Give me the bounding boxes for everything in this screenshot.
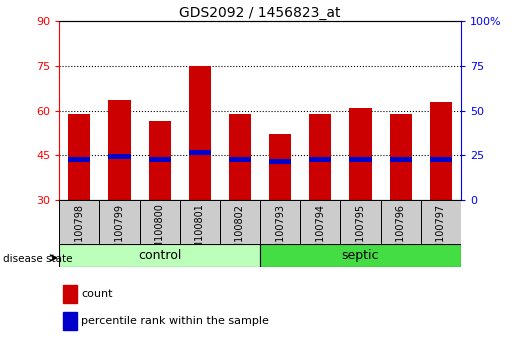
Bar xyxy=(109,100,130,200)
Text: GSM100799: GSM100799 xyxy=(114,204,125,263)
Bar xyxy=(220,200,260,244)
Bar xyxy=(430,157,452,162)
Text: control: control xyxy=(138,249,181,262)
Bar xyxy=(68,157,90,162)
Bar xyxy=(140,200,180,244)
Text: GSM100798: GSM100798 xyxy=(74,204,84,263)
Title: GDS2092 / 1456823_at: GDS2092 / 1456823_at xyxy=(179,6,341,20)
Text: GSM100797: GSM100797 xyxy=(436,204,446,263)
Text: GSM100796: GSM100796 xyxy=(396,204,406,263)
Bar xyxy=(269,159,291,164)
Bar xyxy=(269,135,291,200)
Bar xyxy=(421,200,461,244)
Bar xyxy=(350,108,371,200)
Bar xyxy=(63,285,77,303)
Bar xyxy=(260,200,300,244)
Text: count: count xyxy=(81,289,113,299)
Bar xyxy=(109,154,130,160)
Bar xyxy=(59,244,260,267)
Bar xyxy=(189,150,211,155)
Bar xyxy=(430,102,452,200)
Bar xyxy=(99,200,140,244)
Bar xyxy=(149,157,170,162)
Bar xyxy=(229,157,251,162)
Text: GSM100801: GSM100801 xyxy=(195,204,205,262)
Bar xyxy=(180,200,220,244)
Bar xyxy=(390,114,411,200)
Text: septic: septic xyxy=(342,249,379,262)
Bar xyxy=(229,114,251,200)
Bar xyxy=(350,157,371,162)
Bar xyxy=(390,157,411,162)
Bar xyxy=(260,244,461,267)
Bar xyxy=(149,121,170,200)
Text: percentile rank within the sample: percentile rank within the sample xyxy=(81,316,269,326)
Bar xyxy=(310,114,331,200)
Text: GSM100794: GSM100794 xyxy=(315,204,325,263)
Text: GSM100795: GSM100795 xyxy=(355,204,366,263)
Text: GSM100800: GSM100800 xyxy=(154,204,165,262)
Bar xyxy=(63,313,77,330)
Text: GSM100793: GSM100793 xyxy=(275,204,285,263)
Bar xyxy=(310,157,331,162)
Bar xyxy=(189,66,211,200)
Bar xyxy=(381,200,421,244)
Bar xyxy=(340,200,381,244)
Bar xyxy=(59,200,99,244)
Text: GSM100802: GSM100802 xyxy=(235,204,245,263)
Text: disease state: disease state xyxy=(3,254,72,264)
Bar xyxy=(300,200,340,244)
Bar xyxy=(68,114,90,200)
